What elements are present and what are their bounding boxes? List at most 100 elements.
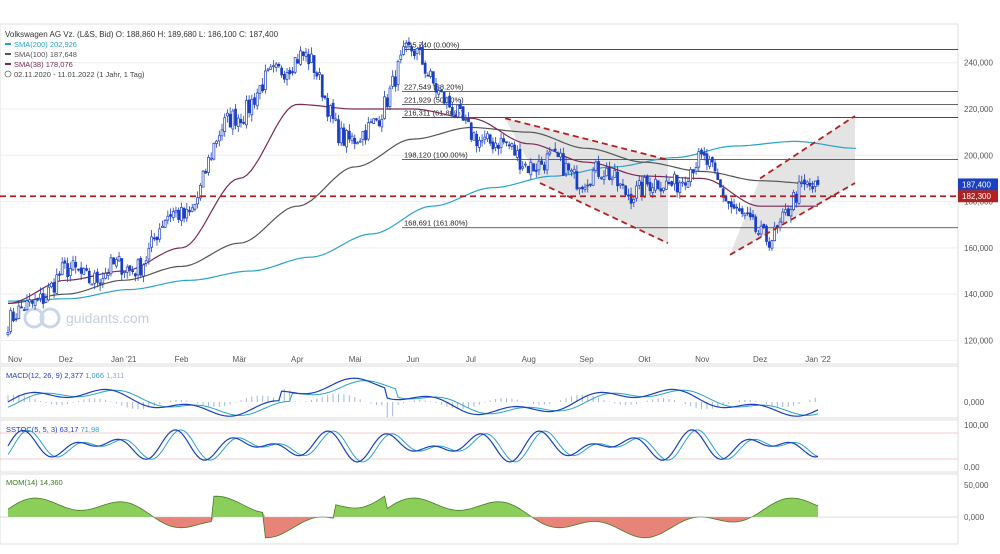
month-label-11: Okt: [638, 355, 651, 364]
candle-body: [158, 228, 162, 240]
candle-body: [415, 48, 419, 55]
candle-body: [757, 233, 760, 235]
candle: [534, 163, 538, 178]
candle: [220, 123, 224, 141]
candle: [385, 94, 389, 110]
candle-body: [280, 67, 283, 76]
candle: [629, 187, 633, 210]
candle: [52, 278, 56, 298]
candle-body: [740, 208, 744, 214]
candle-body: [133, 273, 137, 277]
candle: [12, 307, 15, 323]
candle: [14, 313, 18, 322]
candle-body: [331, 102, 335, 119]
macd-line: [7, 377, 819, 417]
candle-body: [277, 63, 281, 67]
candle-body: [605, 167, 609, 177]
candle-body: [404, 42, 408, 48]
candle: [656, 180, 660, 191]
candle: [635, 180, 638, 202]
candle: [589, 183, 592, 188]
candle-body: [469, 122, 473, 140]
candle-body: [269, 66, 273, 70]
fib-label-1: 227,549 (38.20%): [404, 83, 464, 92]
candle-body: [152, 237, 156, 240]
candle: [686, 177, 690, 188]
candle-body: [353, 138, 357, 144]
candle: [602, 170, 606, 185]
candle-body: [748, 212, 752, 218]
candle-body: [496, 144, 500, 149]
candle-body: [272, 65, 275, 67]
candle: [323, 95, 327, 100]
candle: [315, 70, 319, 80]
candle: [339, 121, 343, 146]
candle: [39, 287, 42, 303]
candle: [548, 146, 552, 157]
candle: [388, 85, 392, 111]
candle: [120, 258, 124, 281]
fib-label-0: 245,740 (0.00%): [404, 40, 460, 49]
candle-body: [732, 204, 736, 209]
candle: [169, 208, 172, 222]
candle-body: [402, 46, 405, 55]
candle-body: [198, 185, 202, 199]
candle: [188, 206, 191, 216]
candle-body: [31, 300, 34, 304]
legend-sma38: SMA(38) 178,076: [5, 60, 73, 69]
candle-body: [361, 131, 365, 140]
candle-body: [174, 209, 178, 213]
candle: [505, 141, 508, 147]
month-label-10: Sep: [579, 355, 594, 364]
candle: [437, 87, 441, 99]
chart-title: Volkswagen AG Vz. (L&S, Bid) O: 188,860 …: [5, 30, 279, 39]
candle: [296, 53, 300, 64]
fibonacci-levels: 245,740 (0.00%) 227,549 (38.20%) 221,929 (…: [402, 40, 958, 229]
legend: SMA(200) 202,926 SMA(100) 187,648 SMA(38…: [5, 40, 77, 69]
candle-body: [421, 47, 424, 65]
candle: [109, 254, 113, 277]
candle-body: [459, 104, 462, 110]
month-label-6: Mai: [349, 355, 362, 364]
candle: [583, 183, 587, 193]
month-label-3: Feb: [175, 355, 189, 364]
candle-body: [231, 110, 235, 130]
candle: [215, 139, 218, 148]
candle-body: [613, 170, 617, 178]
candle-body: [12, 311, 15, 322]
candle-body: [345, 130, 348, 148]
candle: [683, 176, 687, 191]
candle: [356, 141, 359, 145]
candle: [483, 130, 487, 145]
candle: [139, 256, 143, 279]
candle: [697, 147, 701, 172]
candle: [209, 152, 213, 162]
candle: [337, 114, 340, 146]
candle-body: [778, 221, 782, 228]
candle: [515, 145, 519, 162]
candle-body: [575, 171, 579, 190]
candle-body: [274, 63, 278, 68]
candle-body: [483, 136, 487, 140]
candle-body: [645, 175, 649, 185]
sstoc-k-line: [7, 429, 819, 463]
candle-body: [670, 181, 674, 186]
candle-body: [450, 107, 454, 115]
legend-sma200-text: SMA(200) 202,926: [14, 40, 77, 49]
candle: [375, 117, 378, 122]
candle-body: [49, 282, 53, 288]
candle: [234, 104, 237, 130]
candle-body: [816, 179, 820, 185]
candle-body: [139, 257, 143, 276]
candle: [261, 77, 264, 93]
candle: [450, 102, 454, 117]
candle-body: [204, 170, 208, 174]
candle: [136, 258, 140, 281]
candle: [540, 156, 544, 165]
candle: [702, 147, 706, 161]
candle: [488, 133, 492, 147]
candle: [231, 108, 235, 135]
candle: [692, 169, 695, 180]
last-price-tag-box: [958, 178, 998, 191]
